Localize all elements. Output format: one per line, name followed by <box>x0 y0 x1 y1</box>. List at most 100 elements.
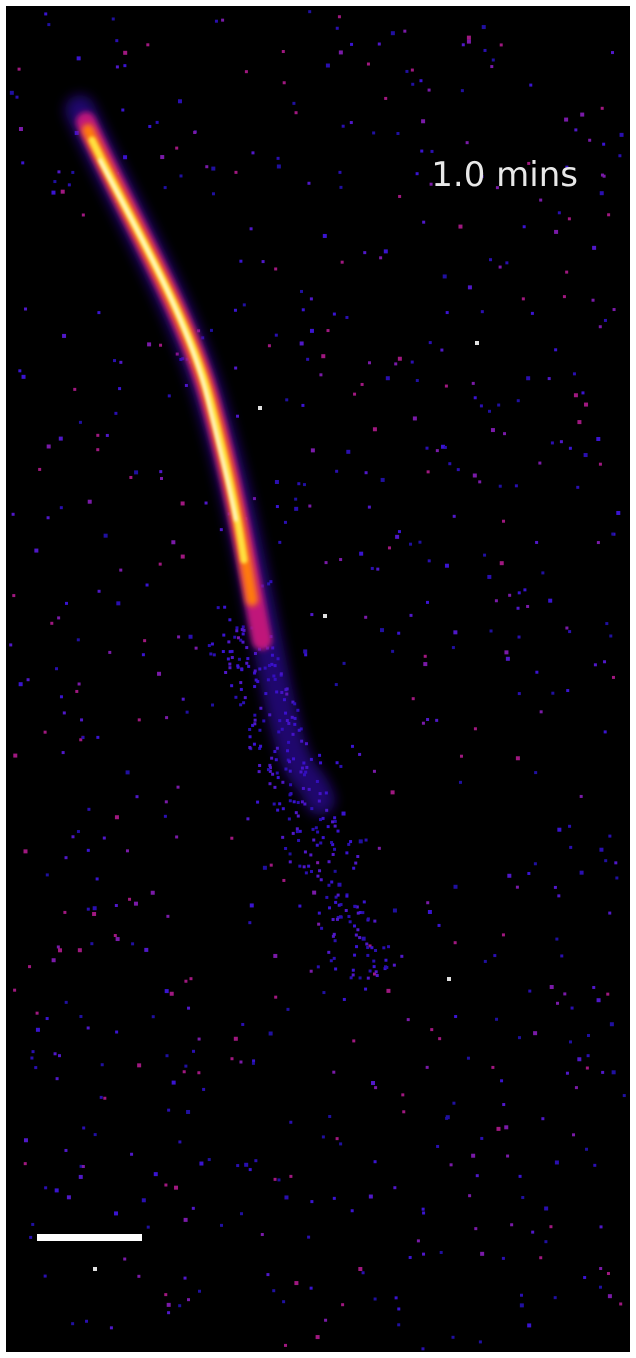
noise-dot <box>90 942 93 945</box>
noise-dot <box>143 639 146 642</box>
noise-dot <box>254 719 257 722</box>
noise-dot <box>378 847 381 850</box>
noise-dot <box>62 334 66 338</box>
noise-dot <box>417 1239 420 1242</box>
noise-dot <box>259 707 262 710</box>
noise-dot <box>252 1062 255 1065</box>
noise-dot <box>339 186 342 189</box>
noise-dot <box>112 17 115 20</box>
noise-dot <box>79 1015 82 1018</box>
noise-dot <box>426 601 429 604</box>
noise-dot <box>262 260 265 263</box>
noise-dot <box>376 568 379 571</box>
noise-dot <box>58 1054 61 1057</box>
noise-dot <box>251 151 254 154</box>
noise-dot <box>67 1195 71 1199</box>
noise-dot <box>258 764 261 767</box>
noise-dot <box>282 807 285 810</box>
noise-dot <box>273 803 276 806</box>
noise-dot <box>574 393 578 397</box>
noise-dot <box>365 471 368 474</box>
noise-dot <box>36 1012 39 1015</box>
noise-dot <box>448 462 451 465</box>
noise-dot <box>12 513 15 516</box>
noise-dot <box>296 830 299 833</box>
noise-dot <box>114 412 117 415</box>
noise-dot <box>46 1017 49 1020</box>
noise-dot <box>330 881 333 884</box>
noise-dot <box>568 630 571 633</box>
noise-dot <box>245 662 248 665</box>
noise-dot <box>131 942 134 945</box>
noise-dot <box>409 543 412 546</box>
noise-dot <box>600 1225 603 1228</box>
noise-dot <box>319 761 322 764</box>
noise-dot <box>137 1275 140 1278</box>
noise-dot <box>116 601 120 605</box>
noise-dot <box>384 959 387 962</box>
noise-dot <box>245 70 248 73</box>
noise-dot <box>358 753 361 756</box>
noise-dot <box>563 295 566 298</box>
noise-dot <box>79 421 82 424</box>
noise-dot <box>305 871 308 874</box>
noise-dot <box>468 1194 471 1197</box>
noise-dot <box>499 266 502 269</box>
noise-dot <box>256 680 259 683</box>
noise-dot <box>588 139 591 142</box>
noise-dot <box>19 682 23 686</box>
noise-dot <box>115 39 118 42</box>
noise-dot <box>571 1007 574 1010</box>
noise-dot <box>573 372 576 375</box>
noise-dot <box>21 161 24 164</box>
noise-dot <box>308 505 311 508</box>
noise-dot <box>557 894 560 897</box>
noise-dot <box>123 155 127 159</box>
noise-dot <box>234 367 237 370</box>
noise-dot <box>82 1126 85 1129</box>
noise-dot <box>44 12 47 15</box>
noise-dot <box>440 349 443 352</box>
noise-dot <box>274 1178 277 1181</box>
noise-dot <box>490 629 493 632</box>
noise-dot <box>334 967 337 970</box>
noise-dot <box>613 308 616 311</box>
noise-dot <box>248 728 251 731</box>
noise-dot <box>297 482 300 485</box>
noise-dot <box>289 1121 292 1124</box>
noise-dot <box>129 476 132 479</box>
noise-dot <box>301 800 304 803</box>
noise-dot <box>528 990 531 993</box>
noise-dot <box>79 1175 83 1179</box>
noise-dot <box>82 736 85 739</box>
noise-dot <box>565 627 568 630</box>
noise-dot <box>53 180 56 183</box>
noise-dot <box>285 398 288 401</box>
noise-dot <box>452 1102 455 1105</box>
noise-dot <box>151 891 155 895</box>
noise-dot <box>540 710 543 713</box>
noise-dot <box>322 991 325 994</box>
noise-dot <box>211 704 214 707</box>
noise-dot <box>215 20 218 23</box>
noise-dot <box>283 81 286 84</box>
noise-dot <box>234 171 237 174</box>
noise-dot <box>550 985 554 989</box>
noise-dot <box>548 599 552 603</box>
noise-dot <box>357 912 360 915</box>
noise-dot <box>607 213 610 216</box>
noise-dot <box>341 1303 344 1306</box>
noise-dot <box>534 862 537 865</box>
noise-dot <box>178 99 182 103</box>
noise-dot <box>330 959 333 962</box>
noise-dot <box>340 916 343 919</box>
noise-dot <box>263 866 267 870</box>
noise-dot <box>239 1061 242 1064</box>
noise-dot <box>564 118 568 122</box>
noise-dot <box>224 671 227 674</box>
noise-dot <box>554 230 558 234</box>
noise-dot <box>184 980 187 983</box>
noise-dot <box>87 849 90 852</box>
noise-dot <box>526 605 529 608</box>
noise-dot <box>496 1127 500 1131</box>
